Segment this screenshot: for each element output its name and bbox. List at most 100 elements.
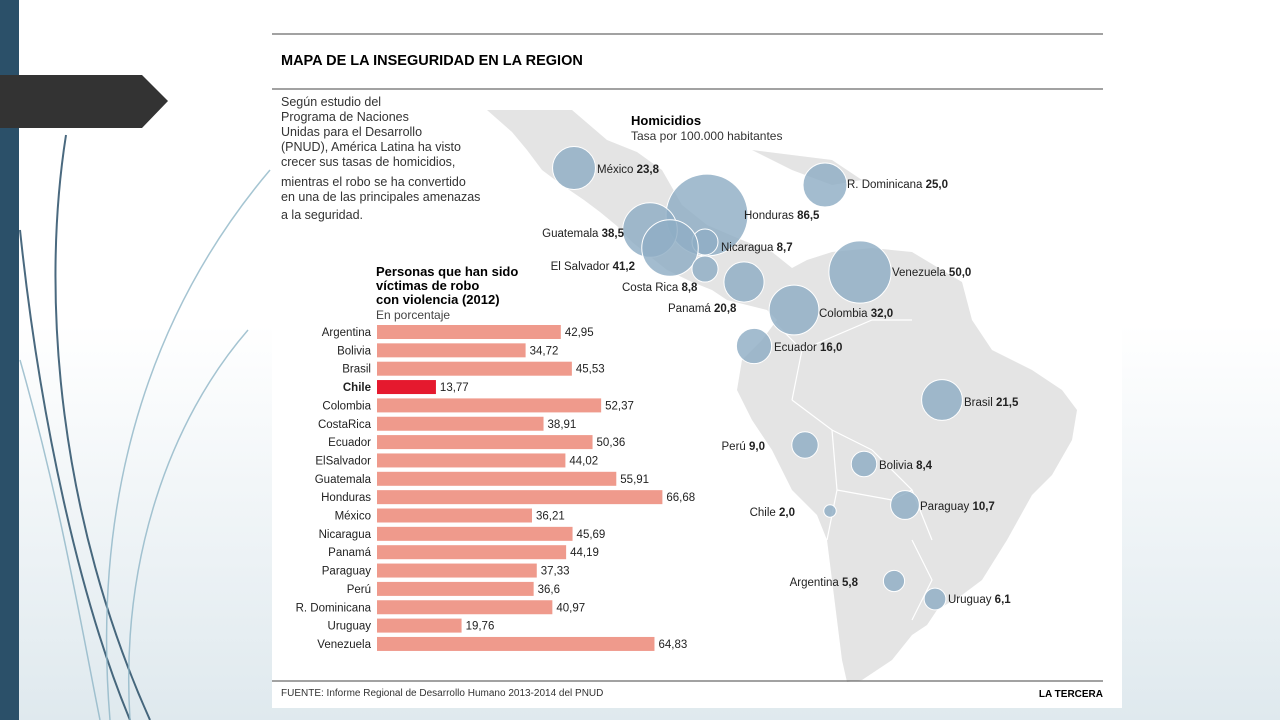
bubble-value: 16,0 [820,342,842,354]
bar-category-label: Paraguay [322,566,371,578]
homicide-bubble [882,569,906,593]
intro-line: a la seguridad. [281,208,363,222]
bar-value-label: 55,91 [620,474,649,486]
bubble-country-name: Costa Rica [622,282,681,294]
bubble-country-name: Brasil [964,397,996,409]
robbery-bar-chart: Argentina 42,95 Bolivia 34,72 Brasil 45,53 Chi… [296,325,695,651]
bubble-value: 23,8 [637,164,660,176]
bubble-value: 8,8 [681,282,698,294]
bar-value-label: 64,83 [658,639,687,651]
infographic-panel: MAPA DE LA INSEGURIDAD EN LA REGION Segú… [272,20,1122,708]
bubble-country-name: Paraguay [920,501,972,513]
map-land-shape [487,110,1077,682]
bar-value-label: 45,53 [576,364,605,376]
bubble-label: Venezuela 50,0 [892,267,971,279]
bar-category-label: Argentina [322,327,372,339]
bubble-value: 32,0 [871,308,893,320]
bubble-label: R. Dominicana 25,0 [847,179,948,191]
bubble-label: Ecuador 16,0 [774,342,842,354]
bubble-value: 2,0 [779,507,795,519]
bubble-country-name: Bolivia [879,460,916,472]
bubble-value: 10,7 [972,501,994,513]
source-note: FUENTE: Informe Regional de Desarrollo H… [281,688,603,699]
bubble-country-name: Venezuela [892,267,949,279]
bubble-label: Uruguay 6,1 [948,594,1011,606]
bubble-value: 8,4 [916,460,933,472]
bar [377,325,561,339]
bar [377,490,663,505]
intro-line: mientras el robo se ha convertido [281,175,466,189]
bubble-label: Chile 2,0 [750,507,795,519]
homicide-bubble [890,490,920,520]
bubble-label: El Salvador 41,2 [551,261,635,273]
bubble-value: 38,5 [602,228,625,240]
bubble-country-name: Nicaragua [721,242,777,254]
bubble-value: 25,0 [926,179,948,191]
homicide-bubble [768,284,820,336]
bubble-value: 21,5 [996,397,1019,409]
bubble-country-name: R. Dominicana [847,179,926,191]
bubble-value: 50,0 [949,267,971,279]
bar-category-label: ElSalvador [315,455,371,467]
intro-text: Según estudio del Programa de Naciones U… [281,95,480,222]
bubble-label: Nicaragua 8,7 [721,242,793,254]
bubble-label: Colombia 32,0 [819,308,893,320]
bar [377,526,573,541]
intro-line: (PNUD), América Latina ha visto [281,140,461,154]
bubble-country-name: Panamá [668,303,714,315]
bar-value-label: 45,69 [577,529,606,541]
homicide-bubble [641,219,699,277]
bubble-label: Bolivia 8,4 [879,460,933,472]
bar [377,416,544,431]
bar [377,435,593,450]
bubble-value: 6,1 [995,594,1012,606]
bar-value-label: 36,6 [538,584,560,596]
bar-value-label: 19,76 [466,621,495,633]
homicide-legend-title: Homicidios [631,113,701,128]
bubble-country-name: México [597,164,637,176]
bubble-country-name: Chile [750,507,779,519]
slide-arrow-tab [0,75,168,128]
bubble-country-name: Guatemala [542,228,601,240]
infographic: MAPA DE LA INSEGURIDAD EN LA REGION Segú… [272,33,1103,700]
bubble-country-name: Argentina [790,577,842,589]
bar-category-label: Uruguay [328,621,372,633]
bubble-label: Perú 9,0 [722,441,766,453]
bar-category-label: R. Dominicana [296,602,372,614]
intro-line: Según estudio del [281,95,381,109]
bubble-country-name: El Salvador [551,261,613,273]
bar-value-label: 52,37 [605,400,634,412]
bar-category-label: Perú [347,584,371,596]
bar [377,563,537,578]
homicide-bubble [735,327,773,365]
bar [377,380,436,395]
bar-value-label: 13,77 [440,382,469,394]
homicide-bubble [723,261,765,303]
bar-category-label: Brasil [342,364,371,376]
bar-category-label: Guatemala [315,474,372,486]
bubble-value: 5,8 [842,577,859,589]
homicide-bubble [850,450,878,478]
bar-value-label: 37,33 [541,566,570,578]
bar [377,471,617,486]
bar [377,398,602,413]
homicide-bubble [923,587,947,611]
infographic-title: MAPA DE LA INSEGURIDAD EN LA REGION [281,53,583,69]
bar [377,636,655,651]
intro-line: crecer sus tasas de homicidios, [281,155,455,169]
bar-chart-title-line: víctimas de robo [376,278,479,293]
bar-category-label: México [335,511,371,523]
bar-value-label: 36,21 [536,511,565,523]
homicide-bubble [552,146,596,190]
intro-line: Unidas para el Desarrollo [281,125,422,139]
bubble-label: Honduras 86,5 [744,210,820,222]
bubble-value: 86,5 [797,210,820,222]
homicide-bubble [823,504,837,518]
bubble-value: 8,7 [777,242,793,254]
bar-chart-title-line: con violencia (2012) [376,292,500,307]
bubble-country-name: Perú [722,441,750,453]
brand-logo: LA TERCERA [1039,689,1103,700]
bar-value-label: 42,95 [565,327,594,339]
bar-category-label: Chile [343,382,371,394]
